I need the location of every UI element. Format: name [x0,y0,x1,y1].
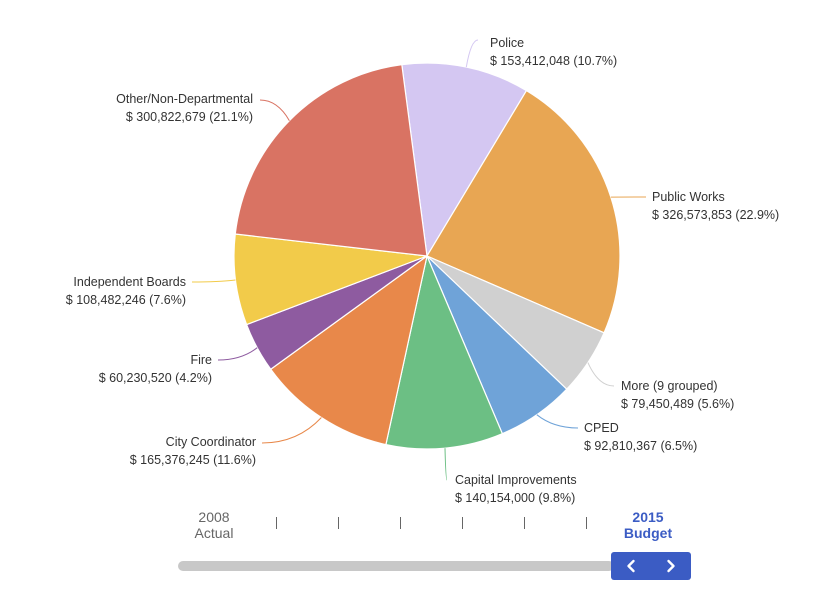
timeline-end-year: 2015 [632,509,664,525]
slice-label-amount-fire: $ 60,230,520 (4.2%) [99,371,212,385]
slice-labels: Police $ 153,412,048 (10.7%) Public Works $… [66,36,779,505]
slice-label-amount-other-non-departmental: $ 300,822,679 (21.1%) [126,110,253,124]
timeline-tick[interactable] [276,517,277,529]
leader-lines [191,39,647,481]
timeline-tick[interactable] [338,517,339,529]
leader-line-cped [536,414,579,429]
leader-line-other-non-departmental [259,99,290,121]
timeline-tick[interactable] [400,517,401,529]
slice-label-amount-police: $ 153,412,048 (10.7%) [490,54,617,68]
slice-label-name-city-coordinator: City Coordinator [166,435,256,449]
leader-line-more-9-grouped [587,362,615,387]
leader-line-independent-boards [191,279,236,283]
timeline-tick[interactable] [462,517,463,529]
slice-label-name-more-9-grouped: More (9 grouped) [621,379,718,393]
slice-label-amount-independent-boards: $ 108,482,246 (7.6%) [66,293,186,307]
pie-slice-capital-improvements[interactable] [385,254,504,450]
timeline-slider-track[interactable] [178,561,614,571]
timeline-start[interactable]: 2008 Actual [180,509,248,541]
timeline-end[interactable]: 2015 Budget [612,509,684,541]
slice-label-name-other-non-departmental: Other/Non-Departmental [116,92,253,106]
pie-slices [233,62,621,450]
timeline-start-year: 2008 [198,509,230,525]
timeline-tick[interactable] [586,517,587,529]
chevron-left-icon [627,559,635,573]
slice-label-amount-cped: $ 92,810,367 (6.5%) [584,439,697,453]
slice-label-amount-capital-improvements: $ 140,154,000 (9.8%) [455,491,575,505]
slice-label-name-independent-boards: Independent Boards [73,275,186,289]
slice-label-name-cped: CPED [584,421,619,435]
leader-line-police [465,39,479,68]
slice-label-amount-public-works: $ 326,573,853 (22.9%) [652,208,779,222]
next-year-button[interactable] [651,552,691,580]
slice-label-name-police: Police [490,36,524,50]
slice-label-name-capital-improvements: Capital Improvements [455,473,577,487]
timeline-start-type: Actual [194,525,234,541]
chevron-right-icon [667,559,675,573]
leader-line-city-coordinator [261,417,322,444]
slice-label-amount-more-9-grouped: $ 79,450,489 (5.6%) [621,397,734,411]
slice-label-name-fire: Fire [190,353,212,367]
pie-slice-city-coordinator[interactable] [269,254,428,446]
slice-label-amount-city-coordinator: $ 165,376,245 (11.6%) [130,453,256,467]
pie-slice-other-non-departmental[interactable] [234,63,428,257]
prev-year-button[interactable] [611,552,651,580]
leader-line-fire [217,347,258,361]
timeline-nav-buttons [611,552,691,580]
timeline-tick[interactable] [524,517,525,529]
leader-line-capital-improvements [444,448,448,481]
slice-label-name-public-works: Public Works [652,190,725,204]
timeline-end-type: Budget [623,525,673,541]
